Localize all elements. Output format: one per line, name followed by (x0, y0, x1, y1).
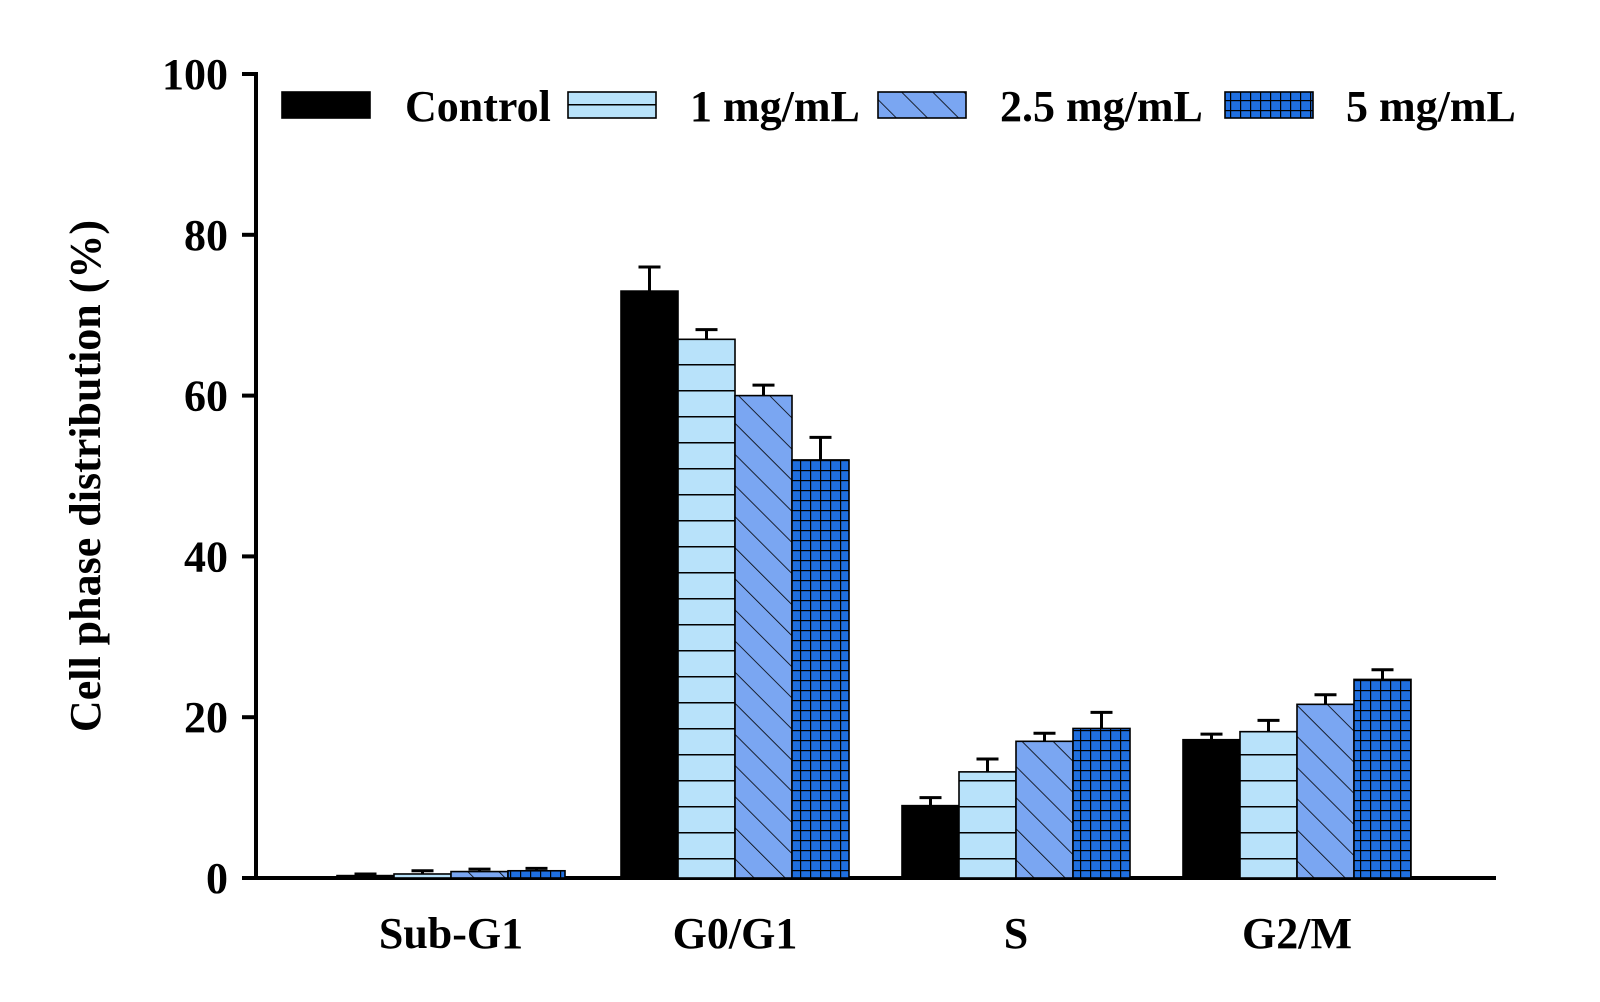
bar-sub-g1-3 (450, 870, 509, 879)
error-bars (354, 265, 1394, 876)
bar-sub-g1-4 (507, 869, 566, 879)
y-axis-label: Cell phase distribution (%) (61, 220, 110, 732)
y-tick-label: 20 (184, 693, 228, 742)
bar-sub-g1-1 (336, 874, 395, 879)
bar-g2-m-2 (1239, 730, 1298, 879)
legend-swatch (877, 91, 967, 119)
y-tick-label: 60 (184, 372, 228, 421)
legend: Control 1 mg/mL 2.5 mg/mL 5 mg/mL (281, 82, 1516, 131)
bars (336, 290, 1412, 879)
bar-g0-g1-4 (791, 459, 850, 879)
bar-g2-m-3 (1296, 703, 1355, 879)
x-category-label: G2/M (1242, 909, 1352, 958)
legend-label: 2.5 mg/mL (1000, 82, 1203, 131)
bar-g0-g1-1 (620, 290, 679, 879)
legend-swatch (567, 91, 657, 119)
legend-swatch (1224, 91, 1314, 119)
bar-s-4 (1072, 727, 1131, 879)
x-axis-labels: Sub-G1 G0/G1 S G2/M (379, 909, 1352, 958)
bar-g2-m-4 (1353, 678, 1412, 879)
x-category-label: S (1004, 909, 1028, 958)
legend-swatch (281, 91, 371, 119)
bar-s-3 (1015, 740, 1074, 879)
x-category-label: G0/G1 (673, 909, 798, 958)
y-tick-label: 0 (206, 854, 228, 903)
legend-label: Control (405, 82, 551, 131)
bar-sub-g1-2 (393, 873, 452, 879)
bar-g0-g1-2 (677, 338, 736, 879)
legend-label: 1 mg/mL (690, 82, 860, 131)
bar-s-1 (901, 804, 960, 879)
x-category-label: Sub-G1 (379, 909, 523, 958)
y-tick-label: 40 (184, 532, 228, 581)
bar-g0-g1-3 (734, 394, 793, 879)
legend-label: 5 mg/mL (1346, 82, 1516, 131)
bar-s-2 (958, 771, 1017, 879)
bar-g2-m-1 (1182, 738, 1241, 879)
y-tick-label: 80 (184, 211, 228, 260)
y-axis-ticks: 0 20 40 60 80 100 (162, 50, 256, 903)
y-tick-label: 100 (162, 50, 228, 99)
